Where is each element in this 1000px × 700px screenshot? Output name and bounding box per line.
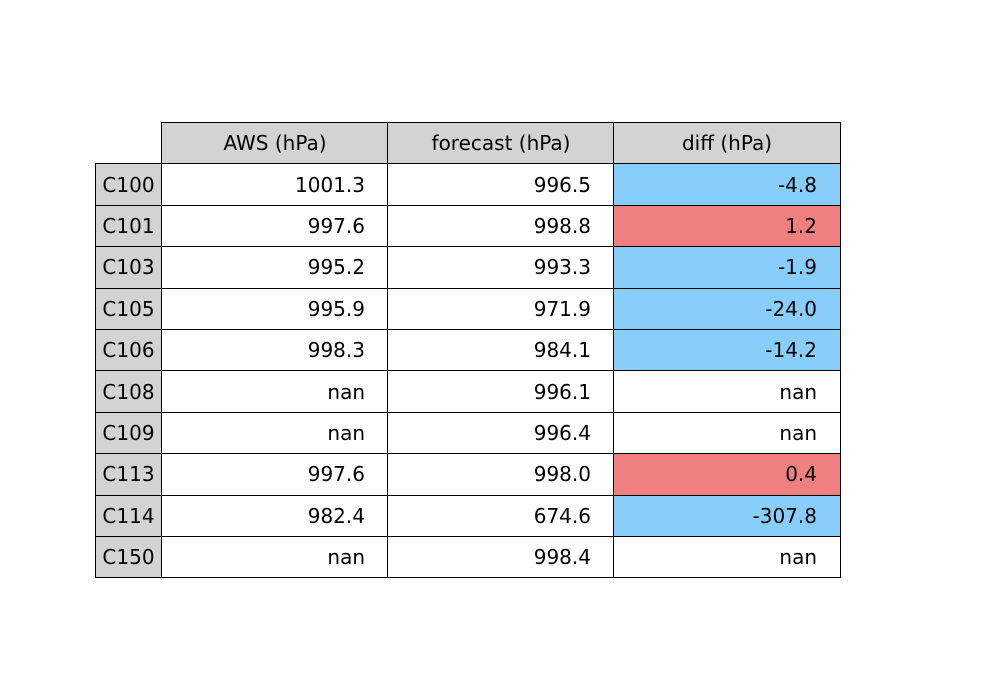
table-cell: nan — [161, 536, 389, 579]
column-header: AWS (hPa) — [161, 122, 389, 165]
table-cell: nan — [161, 411, 389, 455]
row-label: C106 — [95, 329, 162, 372]
table-cell: 996.1 — [387, 370, 615, 413]
table-cell: 984.1 — [387, 329, 615, 372]
row-label: C101 — [95, 204, 162, 248]
table-cell: 995.2 — [161, 246, 389, 289]
row-label: C103 — [95, 246, 162, 289]
table-cell: 982.4 — [161, 494, 389, 537]
table-cell: 998.3 — [161, 329, 389, 372]
row-label: C108 — [95, 370, 162, 413]
table-cell: 998.8 — [387, 204, 615, 248]
diff-cell: nan — [613, 536, 841, 579]
row-label: C100 — [95, 163, 162, 206]
diff-cell: nan — [613, 370, 841, 413]
table-cell: 997.6 — [161, 204, 389, 248]
table-cell: 997.6 — [161, 453, 389, 496]
diff-cell: nan — [613, 411, 841, 455]
row-label: C109 — [95, 411, 162, 455]
row-label: C105 — [95, 287, 162, 330]
table-cell: 1001.3 — [161, 163, 389, 206]
column-header: diff (hPa) — [613, 122, 841, 165]
column-header: forecast (hPa) — [387, 122, 615, 165]
diff-cell: 0.4 — [613, 453, 841, 496]
table-cell: 996.5 — [387, 163, 615, 206]
diff-cell: -307.8 — [613, 494, 841, 537]
table-cell: 971.9 — [387, 287, 615, 330]
table-cell: 996.4 — [387, 411, 615, 455]
diff-cell: 1.2 — [613, 204, 841, 248]
table-cell: 995.9 — [161, 287, 389, 330]
table-cell: 998.0 — [387, 453, 615, 496]
table-cell: 998.4 — [387, 536, 615, 579]
diff-cell: -4.8 — [613, 163, 841, 206]
table-cell: nan — [161, 370, 389, 413]
table-cell: 993.3 — [387, 246, 615, 289]
diff-cell: -14.2 — [613, 329, 841, 372]
row-label: C114 — [95, 494, 162, 537]
row-label: C113 — [95, 453, 162, 496]
diff-cell: -24.0 — [613, 287, 841, 330]
diff-cell: -1.9 — [613, 246, 841, 289]
row-label: C150 — [95, 536, 162, 579]
table-cell: 674.6 — [387, 494, 615, 537]
